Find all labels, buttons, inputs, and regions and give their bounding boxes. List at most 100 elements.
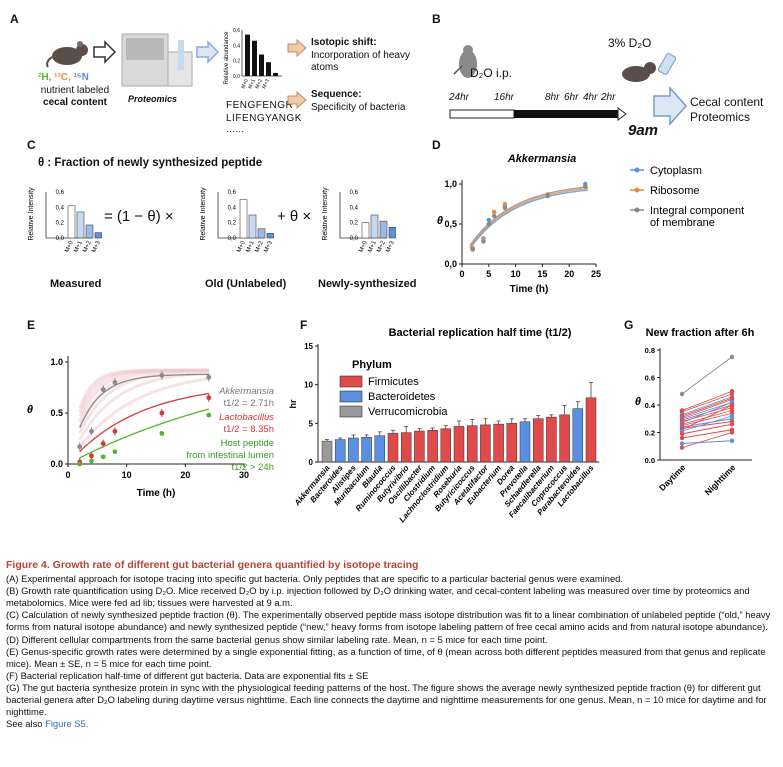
y-tick-label: 0.2 bbox=[645, 429, 655, 438]
halftime-bar bbox=[400, 432, 412, 463]
figure-s5-link[interactable]: Figure S5. bbox=[45, 718, 89, 730]
legend-swatch bbox=[339, 390, 363, 403]
equation-part-2: + θ × bbox=[277, 208, 312, 225]
shift-desc-2: atoms bbox=[311, 62, 339, 73]
legend-marker bbox=[634, 207, 640, 213]
legend-marker bbox=[634, 187, 640, 193]
y-axis-label: θ bbox=[635, 396, 641, 408]
peptide-ellipsis: …… bbox=[226, 124, 244, 134]
daytime-point bbox=[679, 441, 685, 446]
x-tick-label: M+0 bbox=[64, 240, 75, 254]
x-tick-label: M+2 bbox=[82, 240, 93, 254]
mouse-icon bbox=[46, 41, 88, 68]
nighttime-point bbox=[729, 430, 735, 435]
panel-d-label: D bbox=[432, 138, 441, 152]
panel-e-label: E bbox=[27, 318, 36, 332]
chart-title: New fraction after 6h bbox=[646, 327, 755, 339]
isotope-h: ²H, bbox=[38, 72, 52, 83]
chart-title: Akkermansia bbox=[507, 153, 577, 165]
halftime-bar bbox=[427, 430, 438, 463]
halftime-bar bbox=[453, 426, 465, 463]
data-point bbox=[486, 217, 491, 223]
data-point bbox=[89, 453, 94, 459]
y-tick-label: 0.6 bbox=[645, 374, 655, 383]
arrow-icon bbox=[93, 40, 117, 64]
time-6hr: 6hr bbox=[564, 92, 579, 103]
y-tick-label: 1.0 bbox=[50, 357, 63, 367]
isotope-labels: ²H, ¹³C, ¹⁵N bbox=[38, 72, 118, 83]
data-point bbox=[486, 221, 491, 227]
x-tick-label: M+3 bbox=[261, 78, 271, 90]
genus-pair-line bbox=[681, 423, 733, 435]
arrow-icon bbox=[653, 86, 688, 126]
halftime-bar bbox=[387, 433, 399, 463]
halftime-bar bbox=[480, 424, 491, 463]
akkermansia-halftime: t1/2 = 2.71h bbox=[224, 398, 274, 409]
data-point bbox=[159, 410, 165, 416]
legend-label: Cytoplasm bbox=[650, 165, 702, 177]
y-tick-label: 0,6 bbox=[56, 190, 65, 196]
intensity-bar bbox=[379, 220, 388, 239]
mouse-injection-icon bbox=[453, 45, 477, 78]
x-tick-label: 25 bbox=[591, 269, 601, 279]
x-tick-label: M+1 bbox=[245, 240, 256, 254]
lactobacillus-label: Lactobacillus bbox=[219, 412, 274, 423]
y-tick-label: 0,0 bbox=[233, 74, 240, 80]
genus-pair-line bbox=[681, 415, 733, 432]
halftime-bar bbox=[348, 437, 359, 463]
x-tick-label: 10 bbox=[122, 470, 132, 480]
x-tick-label: M+0 bbox=[240, 78, 250, 90]
fit-line bbox=[79, 408, 209, 459]
legend-label: Ribosome bbox=[650, 185, 700, 197]
nighttime-point bbox=[729, 413, 735, 419]
intensity-bar bbox=[257, 228, 266, 239]
y-axis-label: Relative Intensity bbox=[200, 187, 207, 241]
y-axis-label: Relative Intensity bbox=[322, 187, 329, 241]
x-tick-label: 20 bbox=[564, 269, 574, 279]
y-tick-label: 0,4 bbox=[350, 205, 359, 211]
x-category-label: Daytime bbox=[657, 462, 688, 493]
y-tick-label: 0,2 bbox=[350, 221, 359, 227]
y-tick-label: 0.4 bbox=[645, 401, 656, 410]
halftime-bar bbox=[519, 421, 531, 463]
legend-label: Bacteroidetes bbox=[368, 391, 436, 403]
genus-pair-line bbox=[681, 401, 733, 424]
intensity-bar bbox=[76, 211, 85, 239]
intensity-bar bbox=[94, 232, 102, 239]
fit-line bbox=[79, 373, 209, 428]
ip-label: D₂O i.p. bbox=[470, 66, 512, 80]
caption-new: Newly-synthesized bbox=[318, 278, 417, 290]
host-halftime: t1/2 > 24h bbox=[231, 462, 274, 473]
fit-line bbox=[79, 392, 209, 452]
y-tick-label: 0.0 bbox=[645, 456, 655, 465]
data-point bbox=[206, 374, 212, 380]
panel-g-label: G bbox=[624, 318, 634, 332]
sequence-title: Sequence: bbox=[311, 89, 362, 100]
shift-desc-1: Incorporation of heavy bbox=[311, 50, 410, 61]
data-point bbox=[159, 372, 165, 378]
x-tick-label: M+1 bbox=[73, 240, 84, 254]
x-tick-label: M+2 bbox=[254, 78, 264, 90]
x-tick-label: M+1 bbox=[367, 240, 378, 254]
halftime-bar bbox=[440, 428, 452, 463]
caption-g: (G) The gut bacteria synthesize protein … bbox=[6, 681, 767, 718]
data-point bbox=[470, 247, 475, 252]
halftime-bar bbox=[361, 437, 372, 463]
halftime-bar bbox=[493, 423, 504, 463]
data-point bbox=[481, 239, 486, 244]
nighttime-point bbox=[729, 422, 735, 427]
old-isotope-chart: Relative Intensity 0,6 0,4 0,2 0,0M+0M+1M+2M… bbox=[200, 187, 274, 254]
legend-swatch bbox=[339, 405, 363, 418]
nutrient-label: nutrient labeled bbox=[40, 85, 110, 96]
caption-see: See also Figure S5. bbox=[6, 718, 778, 730]
x-tick-label: M+3 bbox=[385, 240, 396, 254]
genus-pair-line bbox=[681, 412, 733, 427]
genus-pair-line bbox=[681, 396, 733, 416]
genus-pair-line bbox=[681, 401, 733, 420]
x-tick-label: 0 bbox=[459, 269, 464, 279]
time-8hr: 8hr bbox=[545, 92, 560, 103]
legend-label: Firmicutes bbox=[368, 376, 419, 388]
intensity-bar bbox=[85, 224, 94, 239]
intensity-bar bbox=[248, 214, 257, 239]
